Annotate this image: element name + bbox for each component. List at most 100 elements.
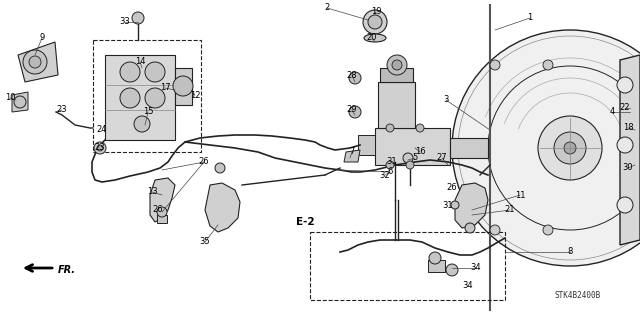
Polygon shape (344, 150, 360, 162)
Circle shape (215, 163, 225, 173)
Text: 17: 17 (160, 84, 170, 93)
Circle shape (416, 124, 424, 132)
Text: E-2: E-2 (296, 217, 314, 227)
Circle shape (554, 132, 586, 164)
Text: 32: 32 (380, 170, 390, 180)
Circle shape (94, 142, 106, 154)
Polygon shape (620, 55, 640, 245)
Text: 7: 7 (349, 147, 355, 157)
Text: 3: 3 (444, 95, 449, 105)
Bar (93, 40, 201, 152)
Circle shape (368, 15, 382, 29)
Circle shape (23, 50, 47, 74)
Text: STK4B2400B: STK4B2400B (555, 291, 601, 300)
Text: 12: 12 (189, 91, 200, 100)
Text: 33: 33 (120, 18, 131, 26)
Text: 29: 29 (347, 106, 357, 115)
Text: 27: 27 (436, 153, 447, 162)
Text: 5: 5 (412, 153, 418, 162)
Text: 23: 23 (57, 106, 67, 115)
Circle shape (617, 77, 633, 93)
Polygon shape (450, 138, 488, 158)
Circle shape (145, 88, 165, 108)
Polygon shape (105, 55, 175, 140)
Circle shape (429, 252, 441, 264)
Text: 6: 6 (387, 167, 393, 176)
Circle shape (173, 76, 193, 96)
Text: 20: 20 (367, 33, 377, 42)
Text: 26: 26 (153, 205, 163, 214)
Polygon shape (18, 42, 58, 82)
Circle shape (145, 62, 165, 82)
Circle shape (132, 12, 144, 24)
Circle shape (120, 62, 140, 82)
Circle shape (392, 60, 402, 70)
Text: 28: 28 (347, 70, 357, 79)
Text: 34: 34 (470, 263, 481, 272)
Circle shape (97, 145, 103, 151)
Polygon shape (205, 183, 240, 232)
Circle shape (564, 142, 576, 154)
Circle shape (490, 60, 500, 70)
Polygon shape (380, 68, 413, 82)
Circle shape (14, 96, 26, 108)
Circle shape (465, 223, 475, 233)
Polygon shape (428, 260, 445, 272)
Circle shape (386, 124, 394, 132)
Bar (157, 215, 167, 223)
Circle shape (349, 72, 361, 84)
Text: FR.: FR. (58, 265, 76, 275)
Text: 4: 4 (609, 108, 614, 116)
Circle shape (29, 56, 41, 68)
Circle shape (403, 153, 413, 163)
Circle shape (387, 55, 407, 75)
Text: 34: 34 (463, 280, 474, 290)
Text: 31: 31 (443, 201, 453, 210)
Circle shape (120, 88, 140, 108)
Polygon shape (375, 128, 450, 165)
Circle shape (490, 225, 500, 235)
Bar (310, 232, 505, 300)
Text: 26: 26 (447, 183, 458, 192)
Text: 1: 1 (527, 13, 532, 23)
Circle shape (157, 207, 167, 217)
Circle shape (538, 116, 602, 180)
Circle shape (134, 116, 150, 132)
Circle shape (446, 264, 458, 276)
Polygon shape (175, 68, 192, 105)
Polygon shape (150, 178, 175, 222)
Circle shape (543, 60, 553, 70)
Text: 15: 15 (143, 108, 153, 116)
Text: 16: 16 (415, 147, 426, 157)
Circle shape (386, 161, 394, 169)
Text: 11: 11 (515, 190, 525, 199)
Text: 10: 10 (4, 93, 15, 102)
Circle shape (349, 106, 361, 118)
Circle shape (406, 161, 414, 169)
Polygon shape (378, 82, 415, 128)
Text: 26: 26 (198, 158, 209, 167)
Text: 24: 24 (97, 125, 108, 135)
Text: 21: 21 (505, 205, 515, 214)
Text: 35: 35 (200, 238, 211, 247)
Text: 18: 18 (623, 123, 634, 132)
Circle shape (363, 10, 387, 34)
Circle shape (543, 225, 553, 235)
Circle shape (452, 30, 640, 266)
Text: 19: 19 (371, 8, 381, 17)
Text: 9: 9 (40, 33, 45, 42)
Text: 14: 14 (135, 57, 145, 66)
Circle shape (617, 197, 633, 213)
Polygon shape (12, 92, 28, 112)
Circle shape (617, 137, 633, 153)
Ellipse shape (364, 34, 386, 42)
Text: 31: 31 (387, 158, 397, 167)
Text: 8: 8 (567, 248, 573, 256)
Text: 23: 23 (95, 144, 106, 152)
Text: 2: 2 (324, 4, 330, 12)
Polygon shape (358, 135, 375, 155)
Polygon shape (455, 183, 488, 228)
Text: 13: 13 (147, 188, 157, 197)
Text: 22: 22 (620, 103, 630, 113)
Text: 30: 30 (623, 164, 634, 173)
